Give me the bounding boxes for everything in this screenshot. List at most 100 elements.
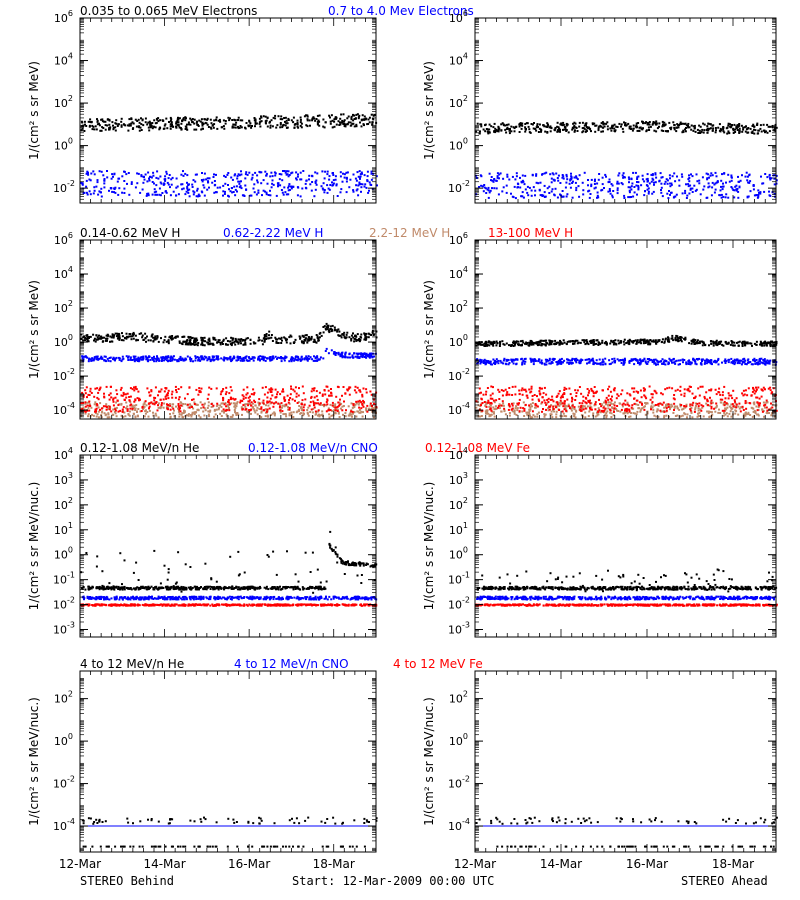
data-point bbox=[183, 411, 186, 414]
data-point bbox=[530, 123, 533, 125]
data-point bbox=[328, 188, 331, 191]
data-point bbox=[714, 342, 717, 345]
data-point bbox=[290, 172, 293, 175]
data-point bbox=[631, 182, 634, 185]
data-point bbox=[184, 343, 187, 346]
data-point bbox=[670, 182, 673, 185]
data-point bbox=[139, 356, 142, 359]
data-point bbox=[305, 334, 308, 337]
data-point bbox=[181, 183, 184, 186]
data-point bbox=[330, 349, 333, 352]
data-point bbox=[329, 328, 332, 330]
data-point bbox=[759, 191, 762, 194]
data-point bbox=[588, 189, 591, 192]
data-point bbox=[93, 356, 96, 359]
data-point bbox=[277, 185, 279, 188]
data-point bbox=[328, 114, 331, 117]
data-point bbox=[485, 192, 488, 194]
data-point bbox=[140, 123, 143, 126]
data-point bbox=[209, 360, 212, 363]
data-point bbox=[234, 194, 237, 197]
series-points bbox=[80, 170, 378, 198]
data-point bbox=[99, 129, 102, 132]
data-point bbox=[210, 387, 213, 390]
data-point bbox=[524, 188, 527, 191]
data-point bbox=[597, 127, 600, 130]
data-point bbox=[724, 341, 727, 344]
data-point bbox=[360, 401, 363, 404]
data-point bbox=[549, 173, 552, 176]
data-point bbox=[627, 342, 630, 345]
data-point bbox=[524, 126, 527, 129]
data-point bbox=[222, 408, 225, 411]
data-point bbox=[536, 124, 539, 127]
data-point bbox=[191, 186, 194, 188]
data-point bbox=[315, 179, 318, 182]
data-point bbox=[601, 121, 604, 124]
data-point bbox=[358, 399, 361, 402]
data-point bbox=[95, 334, 98, 337]
data-point bbox=[703, 129, 706, 132]
data-point bbox=[161, 192, 164, 194]
data-point bbox=[272, 355, 275, 358]
data-point bbox=[329, 409, 332, 412]
data-point bbox=[216, 341, 219, 344]
data-point bbox=[143, 178, 146, 181]
data-point bbox=[307, 338, 310, 341]
data-point bbox=[660, 189, 662, 191]
data-point bbox=[680, 340, 683, 343]
data-point bbox=[252, 407, 255, 410]
data-point bbox=[316, 120, 319, 123]
data-point bbox=[134, 409, 137, 411]
data-point bbox=[574, 122, 577, 125]
data-point bbox=[353, 118, 356, 120]
data-point bbox=[262, 357, 265, 360]
data-point bbox=[201, 341, 204, 344]
data-point bbox=[207, 180, 209, 183]
data-point bbox=[642, 122, 644, 125]
data-point bbox=[276, 124, 279, 127]
data-point bbox=[658, 125, 660, 128]
data-point bbox=[359, 390, 362, 393]
data-point bbox=[603, 187, 605, 189]
data-point bbox=[741, 344, 744, 347]
data-point bbox=[175, 122, 178, 125]
data-point bbox=[770, 177, 773, 180]
data-point bbox=[575, 176, 578, 179]
data-point bbox=[278, 403, 281, 406]
data-point bbox=[198, 387, 201, 390]
data-point bbox=[239, 401, 242, 404]
data-point bbox=[635, 184, 638, 187]
data-point bbox=[327, 389, 330, 392]
data-point bbox=[718, 340, 721, 343]
data-point bbox=[311, 118, 314, 120]
data-point bbox=[109, 406, 112, 409]
data-point bbox=[166, 356, 169, 358]
data-point bbox=[266, 357, 269, 360]
data-point bbox=[753, 132, 756, 135]
data-point bbox=[634, 171, 637, 174]
data-point bbox=[734, 185, 737, 188]
data-point bbox=[303, 115, 306, 118]
data-point bbox=[737, 196, 740, 199]
data-point bbox=[279, 126, 282, 129]
data-point bbox=[215, 355, 218, 358]
data-point bbox=[341, 356, 344, 359]
data-point bbox=[264, 386, 267, 389]
data-point bbox=[201, 180, 204, 183]
data-point bbox=[314, 119, 317, 122]
data-point bbox=[675, 334, 678, 337]
data-point bbox=[125, 407, 128, 410]
data-point bbox=[278, 178, 281, 181]
data-point bbox=[201, 127, 204, 130]
data-point bbox=[148, 407, 150, 410]
data-point bbox=[351, 406, 354, 409]
data-point bbox=[681, 175, 684, 178]
data-point bbox=[539, 194, 542, 197]
data-point bbox=[541, 173, 544, 175]
data-point bbox=[663, 121, 666, 124]
data-point bbox=[356, 356, 359, 359]
data-point bbox=[152, 340, 155, 343]
data-point bbox=[107, 407, 110, 410]
data-point bbox=[127, 129, 130, 132]
